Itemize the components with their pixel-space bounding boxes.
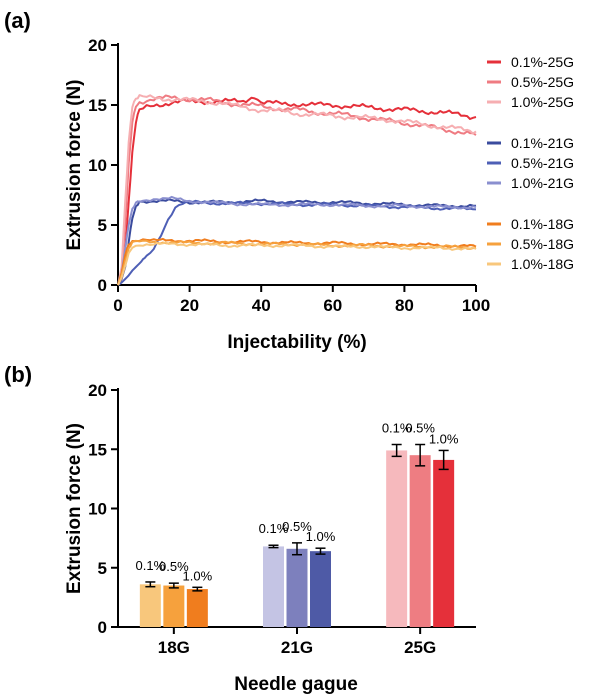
y-tick-label: 5 bbox=[98, 559, 107, 578]
bar-18G-0.5% bbox=[163, 585, 185, 627]
series-line-0.5%-18G bbox=[117, 239, 477, 286]
x-tick-label: 80 bbox=[395, 296, 414, 315]
x-tick-label: 25G bbox=[404, 638, 436, 657]
series-line-1.0%-21G bbox=[117, 195, 477, 286]
bar-value-label: 1.0% bbox=[183, 568, 213, 583]
legend-label: 0.5%-25G bbox=[511, 74, 574, 90]
bar-value-label: 1.0% bbox=[429, 431, 459, 446]
legend-label: 1.0%-25G bbox=[511, 94, 574, 110]
y-tick-label: 15 bbox=[88, 96, 107, 115]
bar-value-label: 1.0% bbox=[306, 529, 336, 544]
y-tick-label: 0 bbox=[98, 618, 107, 637]
legend-label: 1.0%-18G bbox=[511, 256, 574, 272]
panel-label-b: (b) bbox=[4, 362, 32, 387]
y-axis-title: Extrusion force (N) bbox=[64, 79, 85, 250]
bar-25G-0.5% bbox=[409, 455, 431, 627]
y-tick-label: 20 bbox=[88, 36, 107, 55]
bar-21G-1.0% bbox=[310, 551, 331, 627]
panel-a: (a) 0 5 10 15 20 0 20 40 60 80 100 Injectability (%)… bbox=[4, 8, 574, 353]
x-tick-label: 20 bbox=[180, 296, 199, 315]
bar-21G-0.1% bbox=[263, 546, 284, 627]
bar-18G-1.0% bbox=[186, 589, 208, 627]
series-line-0.1%-25G bbox=[117, 96, 477, 286]
panel-b: (b) 0 5 10 15 20 Needle gague Extrusion force (… bbox=[4, 362, 476, 695]
bar-18G-0.1% bbox=[139, 584, 161, 627]
y-tick-label: 5 bbox=[98, 216, 107, 235]
x-axis-title: Injectability (%) bbox=[227, 332, 366, 353]
series-line-1.0%-25G bbox=[117, 94, 477, 286]
bar-25G-1.0% bbox=[433, 459, 455, 627]
series-line-1.0%-18G bbox=[117, 241, 477, 286]
x-axis-title: Needle gague bbox=[234, 674, 358, 695]
legend-label: 0.1%-25G bbox=[511, 54, 574, 70]
legend-label: 0.5%-18G bbox=[511, 236, 574, 252]
y-tick-label: 15 bbox=[88, 440, 107, 459]
bar-value-label: 0.1% bbox=[136, 558, 166, 573]
panel-label-a: (a) bbox=[4, 8, 31, 33]
x-tick-label: 21G bbox=[281, 638, 313, 657]
legend-label: 0.5%-21G bbox=[511, 155, 574, 171]
x-tick-label: 100 bbox=[462, 296, 490, 315]
legend-label: 1.0%-21G bbox=[511, 175, 574, 191]
y-axis-title: Extrusion force (N) bbox=[64, 423, 85, 594]
y-tick-label: 10 bbox=[88, 156, 107, 175]
x-tick-label: 60 bbox=[323, 296, 342, 315]
x-tick-label: 0 bbox=[113, 296, 122, 315]
series-line-0.5%-25G bbox=[117, 94, 477, 286]
bar-value-label: 0.5% bbox=[405, 421, 435, 436]
y-tick-label: 0 bbox=[98, 276, 107, 295]
legend-label: 0.1%-18G bbox=[511, 216, 574, 232]
bar-value-label: 0.5% bbox=[282, 519, 312, 534]
y-tick-label: 10 bbox=[88, 500, 107, 519]
bar-25G-0.1% bbox=[386, 450, 408, 627]
bar-value-label: 0.1% bbox=[382, 421, 412, 436]
y-tick-label: 20 bbox=[88, 381, 107, 400]
series-line-0.1%-18G bbox=[117, 237, 477, 286]
bar-value-label: 0.5% bbox=[159, 559, 189, 574]
x-tick-label: 18G bbox=[158, 638, 190, 657]
bar-value-label: 0.1% bbox=[259, 521, 289, 536]
bar-21G-0.5% bbox=[286, 548, 308, 627]
legend-label: 0.1%-21G bbox=[511, 135, 574, 151]
x-tick-label: 40 bbox=[252, 296, 271, 315]
